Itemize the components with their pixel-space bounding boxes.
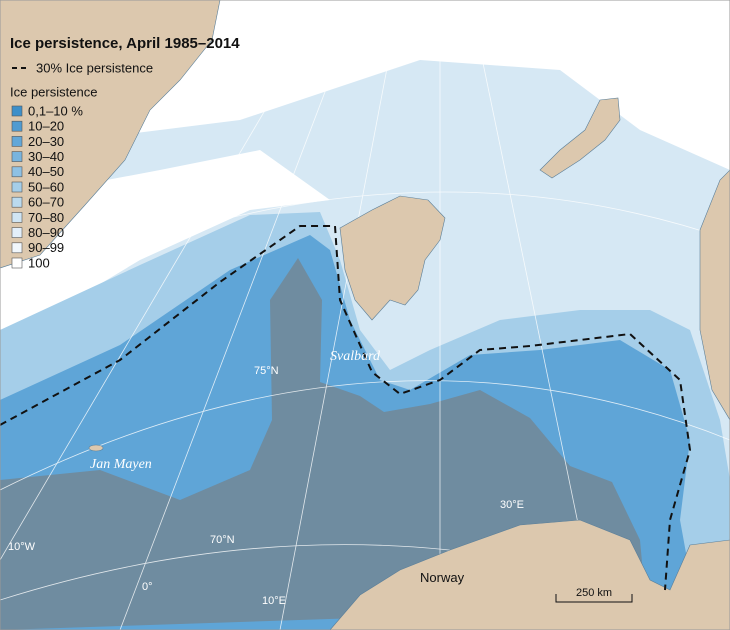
legend-swatch <box>11 212 23 223</box>
map-title: Ice persistence, April 1985–2014 <box>10 35 240 52</box>
legend-label: 80–90 <box>28 225 64 240</box>
legend-title: Ice persistence <box>10 84 97 99</box>
legend-label: 100 <box>28 255 50 270</box>
parallel <box>0 380 730 491</box>
legend-swatch <box>11 257 23 269</box>
legend-swatch <box>11 105 23 117</box>
legend-swatch <box>11 227 23 238</box>
meridian <box>279 0 401 630</box>
graticule-label: 80°N <box>242 181 267 193</box>
scale-bar-label: 250 km <box>576 587 612 599</box>
country-label: Norway <box>420 570 465 585</box>
legend-label: 30–40 <box>28 149 64 164</box>
meridian <box>119 0 361 630</box>
graticule-label: 30°E <box>500 499 524 511</box>
open-water <box>0 258 645 630</box>
graticule-label: 70°N <box>210 534 235 546</box>
graticule-label: 10°E <box>262 595 286 607</box>
legend-label: 50–60 <box>28 179 64 194</box>
ice-30-percent-line <box>0 225 692 591</box>
legend-label: 60–70 <box>28 195 64 210</box>
legend-swatch <box>11 120 23 132</box>
graticule-label: 75°N <box>254 365 279 377</box>
legend-swatch <box>11 166 23 178</box>
graticule-label: 0° <box>142 581 153 593</box>
legend-label: 70–80 <box>28 210 64 225</box>
graticule-label: 10°W <box>8 541 36 553</box>
place-label: Jan Mayen <box>90 457 152 472</box>
dashed-line-label: 30% Ice persistence <box>36 60 153 75</box>
legend-label: 0,1–10 % <box>28 103 83 118</box>
legend-swatch <box>11 151 23 162</box>
parallel <box>0 191 730 301</box>
land-franz-josef <box>539 97 621 179</box>
land-novaya-zemlya <box>699 169 730 421</box>
scale-bar-line <box>555 594 633 603</box>
legend-swatch <box>11 196 23 208</box>
scale-bar: 250 km <box>555 587 633 603</box>
place-label: Svalbard <box>330 349 381 364</box>
meridian <box>0 0 331 561</box>
legend-swatch <box>11 181 23 193</box>
legend-swatch <box>11 136 23 147</box>
legend-label: 40–50 <box>28 164 64 179</box>
legend: 0,1–10 %10–2020–3030–4040–5050–6060–7070… <box>11 103 83 270</box>
land-svalbard <box>339 195 446 321</box>
legend-swatch <box>11 242 23 254</box>
land-jan-mayen <box>88 444 104 452</box>
legend-label: 10–20 <box>28 119 64 134</box>
legend-label: 90–99 <box>28 240 64 255</box>
legend-label: 20–30 <box>28 134 64 149</box>
